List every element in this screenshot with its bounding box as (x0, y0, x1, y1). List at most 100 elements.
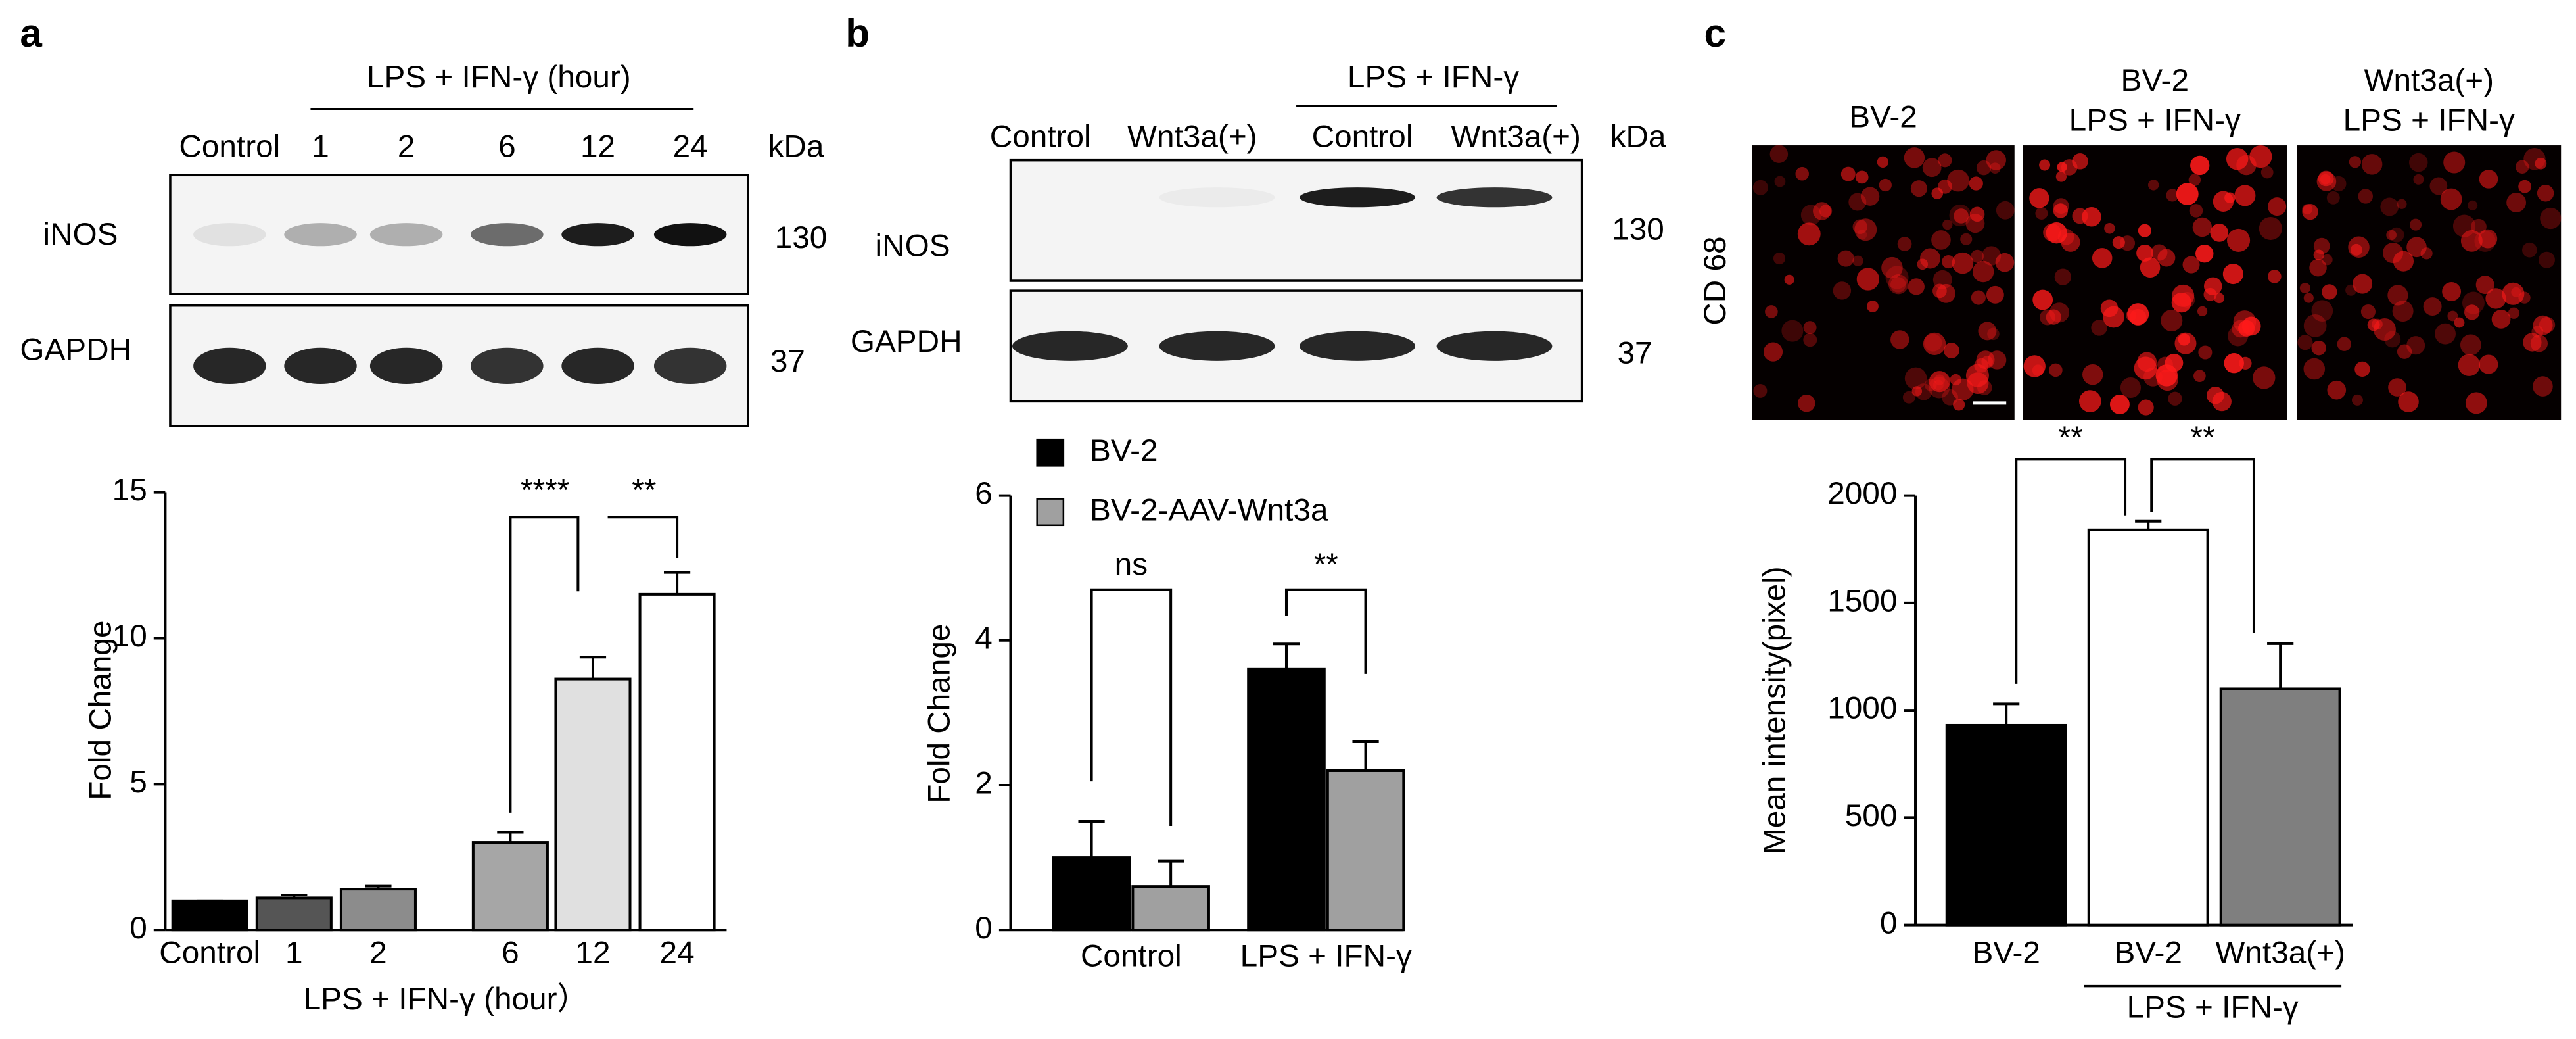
image-title: Wnt3a(+) (2364, 63, 2494, 98)
cell (1881, 256, 1903, 279)
cell (2299, 283, 2310, 294)
cell (2380, 197, 2399, 216)
cell (2353, 274, 2373, 294)
cell (1877, 156, 1889, 168)
y-tick-label: 500 (1845, 798, 1898, 833)
lane-label: Wnt3a(+) (1451, 120, 1581, 155)
significance-bracket (607, 516, 679, 559)
cell (1890, 277, 1906, 293)
error-bar (2267, 642, 2294, 689)
cell (2182, 256, 2200, 274)
cell (2155, 364, 2178, 387)
cell (2318, 170, 2334, 187)
cell (2303, 314, 2327, 337)
x-tick-label: 1 (285, 936, 303, 971)
y-tick-label: 6 (975, 476, 993, 511)
cell (2138, 224, 2151, 237)
cell (1885, 266, 1909, 289)
micrograph (2297, 145, 2562, 420)
blot-box (169, 304, 749, 427)
cell (2127, 303, 2149, 326)
cell (2311, 340, 2326, 356)
cell (2227, 228, 2251, 252)
cell (1795, 166, 1810, 181)
cell (2134, 356, 2157, 380)
cell (1938, 153, 1952, 168)
error-bar (1352, 740, 1379, 771)
cell (1929, 371, 1950, 393)
cell (1854, 218, 1877, 241)
cell (2518, 180, 2532, 193)
cell (1965, 214, 1985, 233)
cell (2207, 387, 2224, 404)
significance-label: ** (1314, 547, 1338, 582)
cell (2479, 170, 2498, 189)
cell (2397, 344, 2412, 359)
cell (2420, 247, 2433, 260)
cell (2029, 188, 2049, 208)
lane-label: 2 (398, 130, 415, 164)
significance-label: **** (521, 473, 569, 508)
cell (2409, 153, 2428, 172)
cell (1950, 374, 1962, 386)
cell (1813, 202, 1831, 220)
cell (2383, 243, 2404, 264)
error-bar (663, 571, 691, 594)
blot-band (284, 223, 357, 247)
lane-label: 24 (673, 130, 708, 164)
lane-label: Control (990, 120, 1091, 155)
cell (2435, 323, 2456, 345)
cell (2410, 218, 2422, 231)
error-bar (1078, 820, 1105, 858)
lane-label: Control (1312, 120, 1413, 155)
blot-band (1300, 187, 1415, 208)
lane-label: 12 (580, 130, 615, 164)
cell (1932, 270, 1952, 289)
cell (1860, 187, 1880, 206)
cell (2537, 185, 2554, 202)
cell (2039, 159, 2051, 171)
cell (2327, 380, 2347, 400)
cell (2373, 318, 2396, 341)
blot-band (284, 347, 357, 385)
significance-label: ** (2191, 420, 2215, 455)
cell (2297, 335, 2313, 350)
cell (2533, 376, 2553, 397)
cell (2358, 189, 2374, 204)
cell (2043, 223, 2061, 242)
cell (2213, 191, 2234, 212)
blot-band (193, 347, 266, 385)
cell (1904, 147, 1925, 168)
cell (2326, 191, 2340, 205)
cell (1908, 278, 1925, 295)
blot-band (561, 347, 634, 385)
y-tick-label: 0 (1880, 906, 1898, 940)
cell (2253, 366, 2276, 389)
cell (2313, 249, 2324, 260)
cell (2398, 391, 2419, 412)
cell (2138, 399, 2154, 416)
cell (1995, 253, 2015, 272)
cell (2423, 297, 2442, 316)
blot-band (471, 223, 544, 247)
blot-row-label: GAPDH (20, 333, 131, 368)
cell (2540, 207, 2562, 230)
y-tick-label: 4 (975, 621, 993, 656)
cell (2053, 203, 2069, 218)
y-tick-label: 5 (129, 765, 147, 800)
cell (1917, 258, 1929, 270)
lane-label: 6 (498, 130, 516, 164)
x-tick-label: BV-2 (2114, 936, 2182, 971)
cell (2112, 236, 2125, 249)
cell (1947, 169, 1969, 192)
cell (1781, 320, 1804, 342)
cell (1936, 283, 1955, 303)
panel-letter: a (20, 11, 42, 55)
cell (1897, 237, 1912, 251)
cell (2475, 276, 2494, 295)
blot-band (471, 347, 544, 385)
cell (2171, 293, 2191, 313)
cell (1976, 350, 1995, 370)
y-axis-label: Fold Change (83, 621, 118, 800)
